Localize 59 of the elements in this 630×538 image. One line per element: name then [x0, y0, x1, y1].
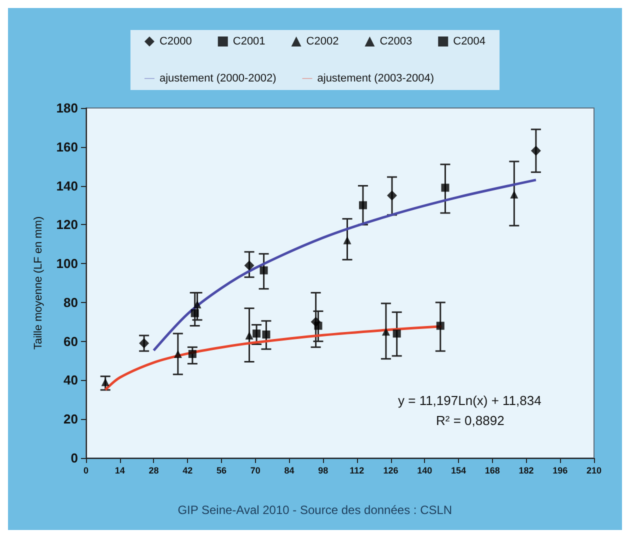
- point: [262, 330, 270, 339]
- legend-label: C2000: [159, 36, 192, 48]
- y-tick-label: 0: [70, 450, 78, 466]
- x-tick-label: 210: [586, 466, 602, 476]
- point: [436, 322, 444, 330]
- line-series: [152, 178, 538, 352]
- x-tick-label: 98: [318, 466, 328, 476]
- y-tick-label: 80: [64, 294, 78, 310]
- y-tick-label: 140: [56, 178, 78, 194]
- legend-label: ajustement (2003-2004): [317, 72, 434, 84]
- point: [193, 300, 202, 308]
- annotation: y = 11,197Ln(x) + 11,834: [398, 393, 542, 408]
- x-tick-label: 168: [484, 466, 500, 476]
- y-tick-label: 120: [56, 217, 78, 232]
- y-tick-label: 100: [56, 256, 78, 272]
- x-tick-label: 140: [417, 466, 432, 476]
- x-tick-label: 0: [83, 466, 89, 476]
- point: [387, 190, 398, 200]
- legend-label: C2001: [232, 36, 266, 48]
- y-tick-label: 40: [64, 372, 78, 388]
- point: [190, 309, 199, 318]
- point: [174, 350, 182, 358]
- point: [358, 201, 367, 210]
- x-tick-label: 126: [383, 466, 398, 476]
- x-tick-label: 14: [114, 466, 125, 476]
- x-tick-label: 56: [216, 466, 226, 476]
- point: [139, 338, 150, 348]
- x-tick-label: 196: [552, 466, 568, 476]
- legend-label: C2002: [306, 36, 339, 48]
- point: [441, 184, 450, 192]
- annotation: R² = 0,8892: [436, 413, 504, 428]
- text: GIP Seine-Aval 2010 - Source des données : CSLN: [178, 503, 452, 517]
- point: [244, 260, 254, 270]
- y-tick-label: 20: [64, 412, 78, 427]
- point: [392, 330, 401, 338]
- point: [245, 332, 254, 340]
- y-tick-label: 60: [64, 334, 78, 349]
- point: [530, 146, 541, 156]
- y-tick-label: 160: [56, 139, 78, 154]
- x-tick-label: 182: [518, 466, 534, 476]
- x-tick-label: 112: [350, 466, 364, 476]
- point: [343, 236, 352, 244]
- point: [188, 350, 196, 358]
- point: [260, 266, 268, 274]
- x-tick-label: 154: [451, 466, 466, 476]
- x-tick-label: 70: [250, 466, 260, 476]
- x-tick-label: 84: [284, 466, 294, 476]
- y-tick-label: 180: [56, 100, 78, 116]
- legend-label: C2003: [380, 36, 412, 48]
- x-tick-label: 42: [182, 466, 193, 476]
- point: [101, 378, 110, 386]
- point: [510, 190, 518, 199]
- legend-label: C2004: [453, 36, 486, 48]
- y-axis-title: Taille moyenne (LF en mm): [32, 216, 44, 350]
- point: [382, 328, 390, 336]
- x-tick-label: 28: [148, 466, 159, 476]
- legend-label: ajustement (2000-2002): [159, 72, 276, 84]
- point: [314, 322, 322, 330]
- point: [252, 330, 261, 338]
